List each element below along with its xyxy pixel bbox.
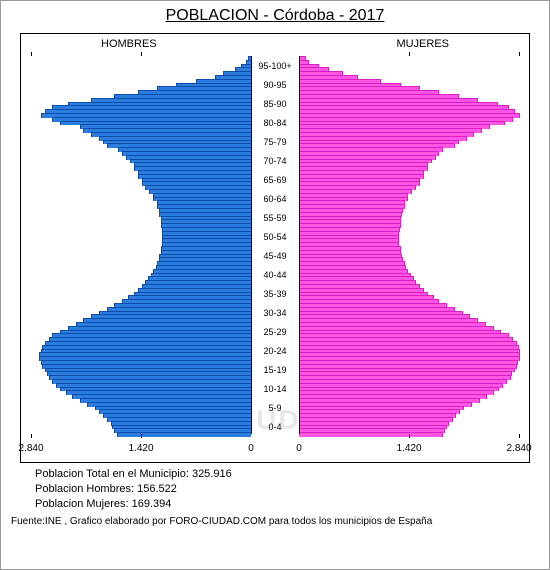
male-side [31, 56, 251, 434]
age-label: 30-34 [251, 308, 299, 318]
footer-stats: Poblacion Total en el Municipio: 325.916… [1, 463, 549, 512]
total-population: Poblacion Total en el Municipio: 325.916 [35, 467, 529, 482]
age-axis: 95-100+ 90-95 85-90 80-84 75-79 70-74 65-69 60-… [251, 56, 299, 434]
age-label: 40-44 [251, 270, 299, 280]
age-label: 25-29 [251, 327, 299, 337]
age-label: 50-54 [251, 232, 299, 242]
age-label: 10-14 [251, 384, 299, 394]
x-tick-label: 1.420 [121, 443, 161, 454]
pyramid: 95-100+ 90-95 85-90 80-84 75-79 70-74 65-69 60-… [31, 56, 519, 434]
age-label: 5-9 [251, 403, 299, 413]
header-male: HOMBRES [101, 38, 157, 50]
age-label: 95-100+ [251, 61, 299, 71]
male-population: Poblacion Hombres: 156.522 [35, 482, 529, 497]
x-tick-label: 1.420 [389, 443, 429, 454]
x-tick-label: 0 [231, 443, 271, 454]
source-line: Fuente:INE , Grafico elaborado por FORO-… [1, 512, 549, 527]
age-label: 65-69 [251, 175, 299, 185]
x-tick-label: 2.840 [11, 443, 51, 454]
age-label: 20-24 [251, 346, 299, 356]
age-label: 85-90 [251, 99, 299, 109]
male-bar [117, 432, 251, 437]
age-label: 0-4 [251, 422, 299, 432]
age-label: 35-39 [251, 289, 299, 299]
header-female: MUJERES [396, 38, 449, 50]
chart-title: POBLACION - Córdoba - 2017 [1, 1, 549, 25]
age-label: 45-49 [251, 251, 299, 261]
x-tick-label: 0 [279, 443, 319, 454]
age-label: 60-64 [251, 194, 299, 204]
age-label: 70-74 [251, 156, 299, 166]
female-side [299, 56, 519, 434]
age-label: 80-84 [251, 118, 299, 128]
female-population: Poblacion Mujeres: 169.394 [35, 497, 529, 512]
female-bar [299, 432, 443, 437]
age-label: 15-19 [251, 365, 299, 375]
age-label: 75-79 [251, 137, 299, 147]
x-tick-label: 2.840 [499, 443, 539, 454]
age-label: 55-59 [251, 213, 299, 223]
chart-area: HOMBRES MUJERES FORO-CIUDAD.COM 95-100+9… [20, 33, 530, 463]
age-label: 90-95 [251, 80, 299, 90]
